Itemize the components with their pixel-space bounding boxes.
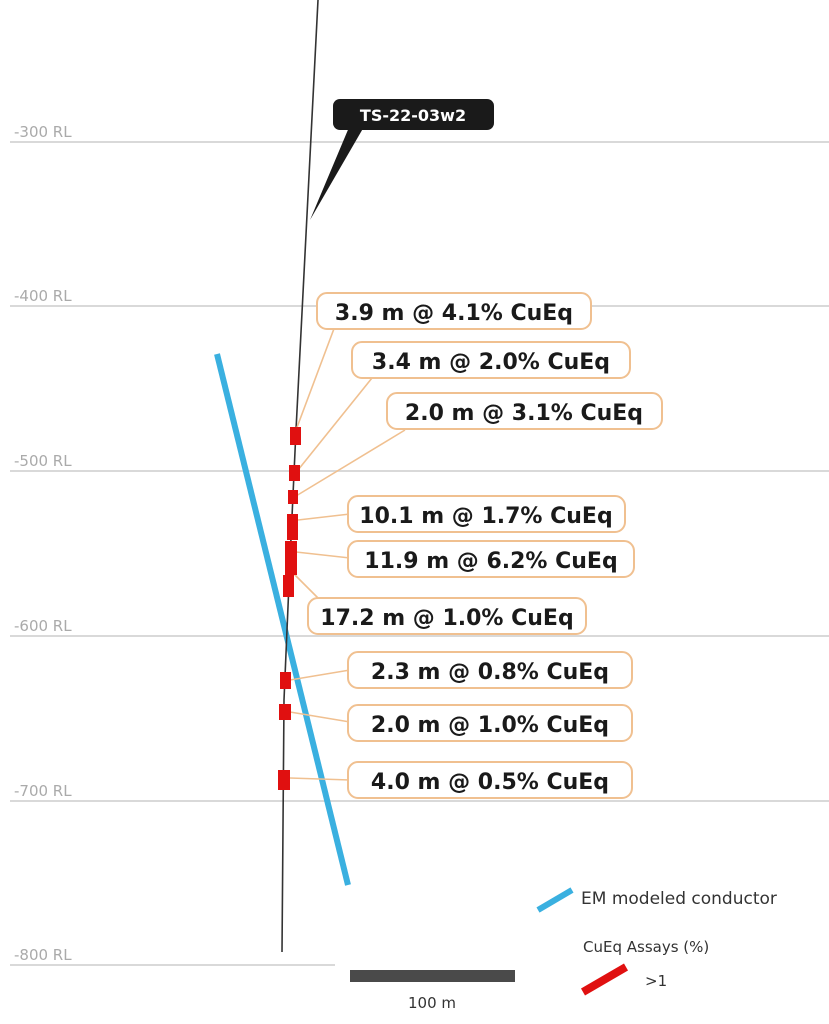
leader-line xyxy=(295,429,406,497)
intercept-callouts: 3.9 m @ 4.1% CuEq 3.4 m @ 2.0% CuEq 2.0 … xyxy=(307,292,663,799)
assay-intervals xyxy=(278,427,301,790)
intercept-label: 10.1 m @ 1.7% CuEq xyxy=(359,504,612,529)
intercept-callout: 2.0 m @ 3.1% CuEq xyxy=(386,392,663,430)
rl-label: -500 RL xyxy=(14,452,72,470)
intercept-label: 2.0 m @ 1.0% CuEq xyxy=(371,713,609,738)
rl-label: -600 RL xyxy=(14,617,72,635)
intercept-callout: 17.2 m @ 1.0% CuEq xyxy=(307,597,587,635)
scale-bar-label: 100 m xyxy=(408,994,456,1012)
leader-line xyxy=(297,377,373,471)
intercept-callout: 4.0 m @ 0.5% CuEq xyxy=(347,761,633,799)
assay-interval xyxy=(280,672,291,689)
drillhole-label-box xyxy=(333,99,494,130)
legend-conductor-label: EM modeled conductor xyxy=(581,889,777,909)
leader-line xyxy=(289,711,351,723)
intercept-callout: 2.0 m @ 1.0% CuEq xyxy=(347,704,633,742)
legend-assays-title: CuEq Assays (%) xyxy=(583,938,709,956)
rl-label: -400 RL xyxy=(14,287,72,305)
rl-grid xyxy=(10,141,829,966)
intercept-label: 4.0 m @ 0.5% CuEq xyxy=(371,770,609,795)
scale-bar: 100 m xyxy=(350,970,515,1012)
intercept-callout: 2.3 m @ 0.8% CuEq xyxy=(347,651,633,689)
assay-interval xyxy=(278,770,290,790)
rl-label: -700 RL xyxy=(14,782,72,800)
intercept-label: 3.9 m @ 4.1% CuEq xyxy=(335,301,573,326)
assay-interval xyxy=(289,465,300,481)
legend-conductor-swatch xyxy=(536,887,574,913)
assay-interval xyxy=(283,575,294,597)
intercept-label: 17.2 m @ 1.0% CuEq xyxy=(320,606,573,631)
assay-interval xyxy=(288,490,298,504)
intercept-callout: 3.4 m @ 2.0% CuEq xyxy=(351,341,631,379)
legend-assay-swatch xyxy=(580,963,629,996)
legend-assay-class-label: >1 xyxy=(645,972,667,990)
intercept-label: 11.9 m @ 6.2% CuEq xyxy=(364,549,617,574)
drillhole-label: TS-22-03w2 xyxy=(360,106,466,125)
legend: EM modeled conductor CuEq Assays (%) >1 xyxy=(536,887,777,996)
intercept-callout: 3.9 m @ 4.1% CuEq xyxy=(316,292,592,330)
leader-line xyxy=(297,513,351,521)
callout-leaders xyxy=(289,325,406,781)
drillhole-label-callout: TS-22-03w2 xyxy=(310,99,494,220)
intercept-label: 2.3 m @ 0.8% CuEq xyxy=(371,660,609,685)
intercept-label: 2.0 m @ 3.1% CuEq xyxy=(405,401,643,426)
assay-interval xyxy=(287,514,298,540)
leader-line xyxy=(295,325,336,431)
leader-line xyxy=(289,777,351,781)
leader-line xyxy=(289,669,351,681)
leader-line xyxy=(295,551,351,559)
leader-line xyxy=(291,571,321,601)
scale-bar-graphic xyxy=(350,970,515,982)
em-conductor-line xyxy=(214,353,351,886)
drillhole-label-pointer xyxy=(310,125,365,220)
intercept-callout: 11.9 m @ 6.2% CuEq xyxy=(347,540,635,578)
assay-interval xyxy=(285,541,297,575)
assay-interval xyxy=(279,704,291,720)
assay-interval xyxy=(290,427,301,445)
rl-label: -300 RL xyxy=(14,123,72,141)
intercept-label: 3.4 m @ 2.0% CuEq xyxy=(372,350,610,375)
rl-label: -800 RL xyxy=(14,946,72,964)
intercept-callout: 10.1 m @ 1.7% CuEq xyxy=(347,495,626,533)
